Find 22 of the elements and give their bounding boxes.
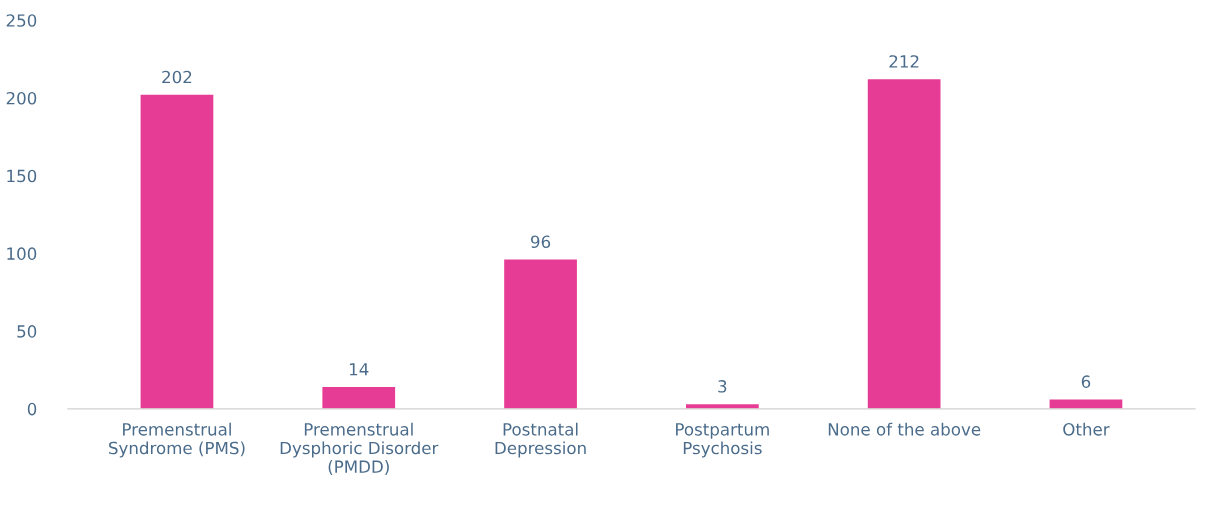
data-label: 202 [162, 70, 192, 84]
bar [867, 79, 941, 409]
x-tick-label: Other [1063, 422, 1110, 436]
x-tick-label: Postpartum Psychosis [676, 423, 769, 458]
y-tick-label: 50 [17, 325, 37, 338]
data-label: 96 [531, 235, 551, 249]
bar [504, 259, 577, 409]
y-tick-label: 200 [6, 91, 37, 105]
x-tick-label: None of the above [828, 422, 981, 436]
x-tick-label: Premenstrual Dysphoric Disorder (PMDD) [280, 422, 439, 475]
data-label: 14 [349, 363, 369, 376]
x-tick-label: Premenstrual Syndrome (PMS) [109, 422, 245, 458]
y-tick-label: 250 [6, 14, 37, 27]
y-tick-label: 0 [27, 402, 37, 416]
data-label: 3 [718, 380, 727, 393]
bar [322, 387, 396, 409]
y-tick-label: 150 [7, 169, 37, 183]
bar [140, 94, 214, 409]
x-tick-label: Postnatal Depression [495, 422, 586, 458]
data-label: 212 [889, 55, 919, 68]
y-tick-label: 100 [7, 247, 37, 260]
data-label: 6 [1081, 375, 1091, 388]
